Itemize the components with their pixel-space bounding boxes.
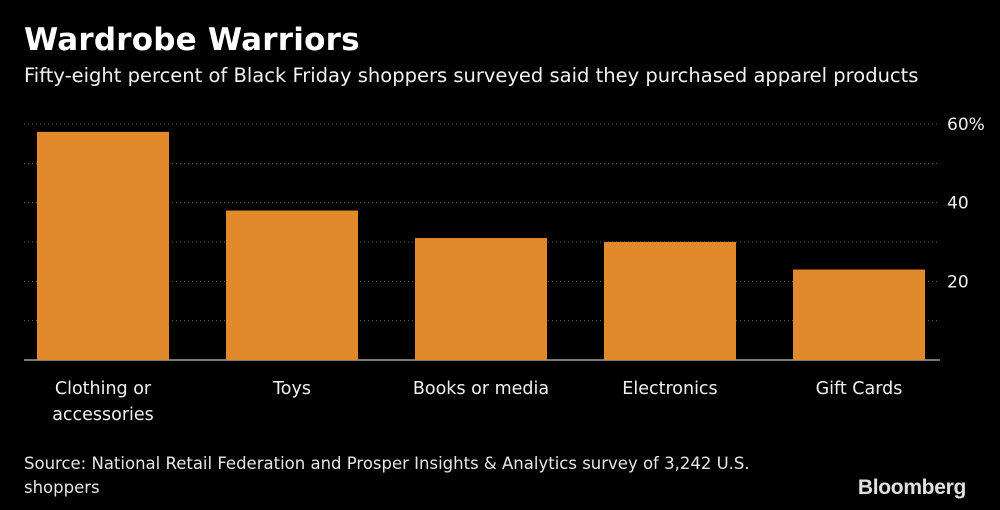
x-tick-label: Toys [272, 379, 311, 399]
chart-subtitle: Fifty-eight percent of Black Friday shop… [24, 64, 919, 87]
x-tick-label: Electronics [622, 379, 717, 399]
y-tick-label: 40 [947, 194, 969, 214]
x-tick-label: Clothing or [55, 379, 152, 399]
x-tick-label: Books or media [413, 379, 549, 399]
y-tick-label: 60% [947, 115, 985, 135]
x-tick-label: Gift Cards [816, 379, 903, 399]
source-note: Source: National Retail Federation and P… [24, 454, 750, 497]
bar [415, 238, 547, 360]
chart-title: Wardrobe Warriors [24, 22, 360, 58]
bar [793, 269, 925, 360]
bar [37, 131, 169, 360]
bar [604, 242, 736, 360]
bloomberg-logo: Bloomberg [857, 476, 966, 499]
x-tick-label: accessories [52, 405, 154, 425]
y-tick-label: 20 [947, 272, 969, 292]
bar [226, 210, 358, 360]
bar-chart: 60% 40 20 Clothing or accessories Toys Books o… [24, 115, 985, 425]
